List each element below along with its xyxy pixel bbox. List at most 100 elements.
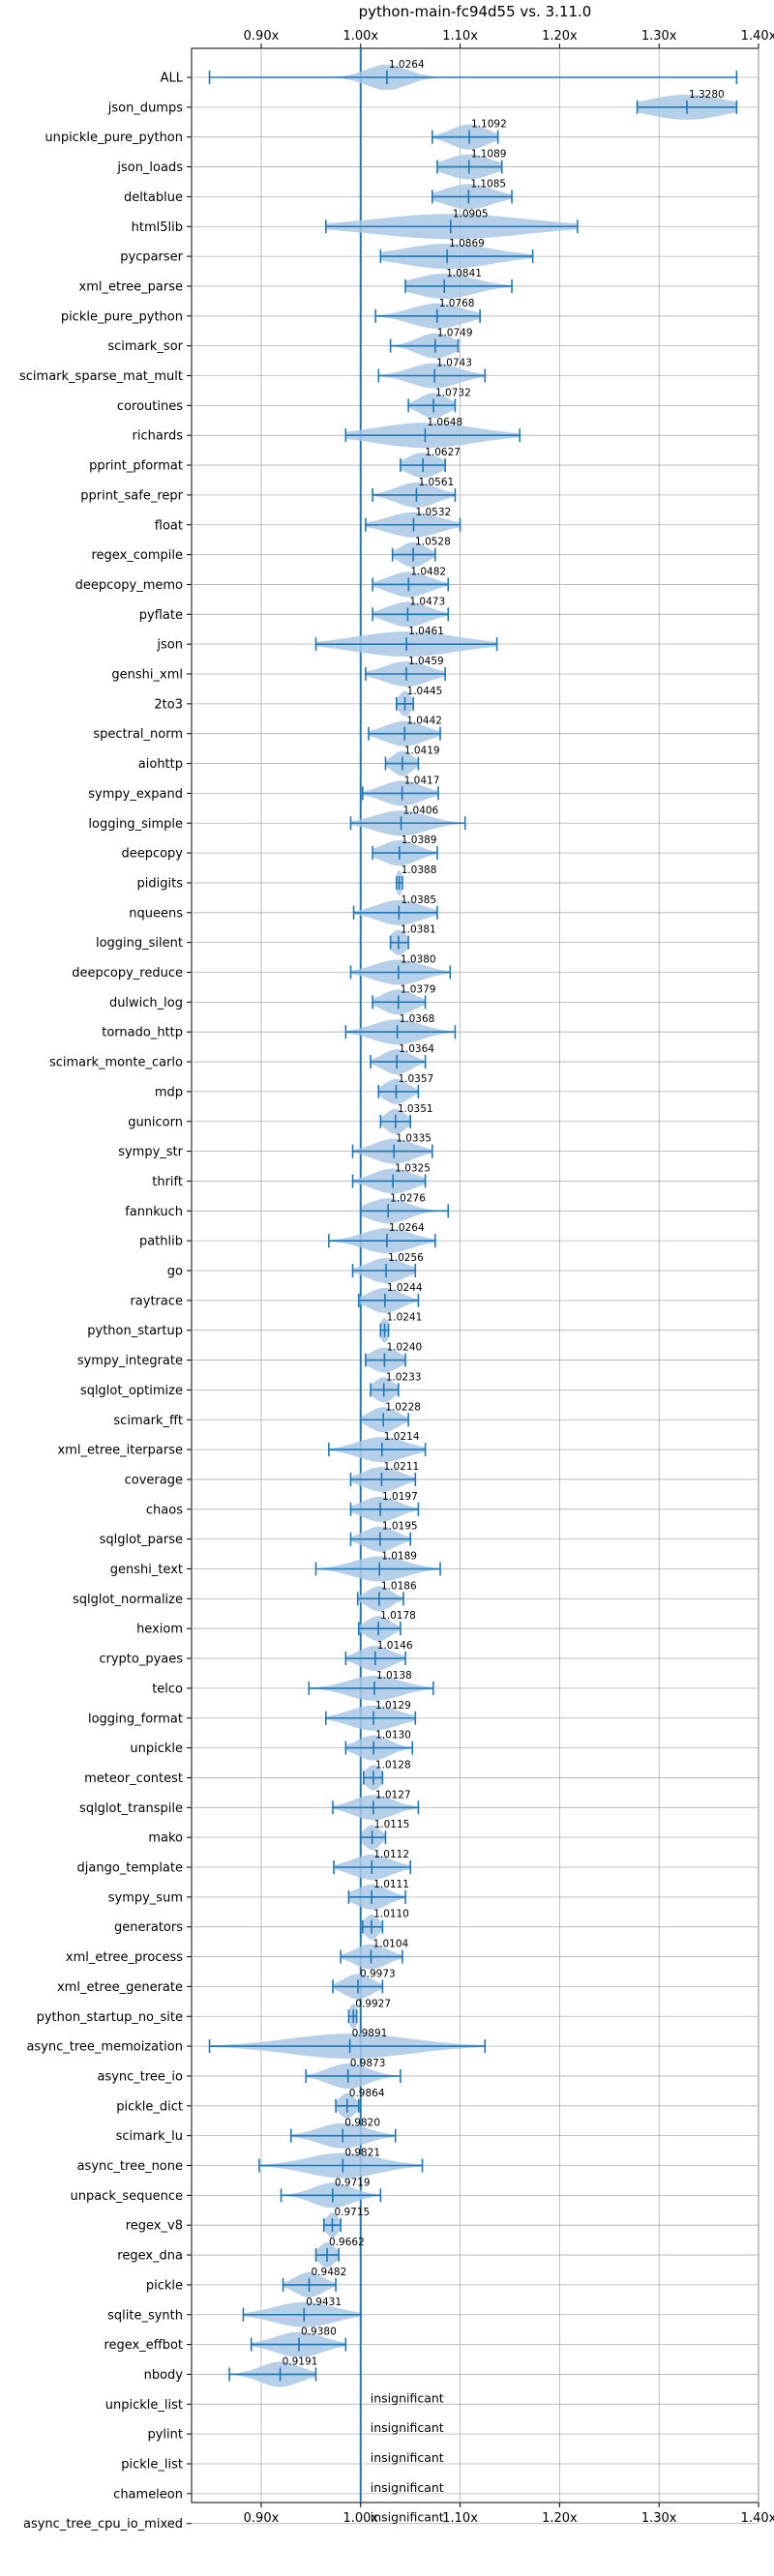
mean-value-label: 1.0743: [436, 358, 472, 369]
mean-value-label: 0.9380: [301, 2327, 337, 2338]
y-tick-label: go: [167, 1265, 183, 1279]
mean-value-label: 1.0115: [374, 1819, 410, 1830]
plot-frame: [191, 47, 759, 2503]
mean-value-label: 0.9927: [355, 1998, 391, 2009]
y-tick-label: float: [155, 518, 183, 533]
mean-value-label: 1.0211: [383, 1461, 419, 1473]
y-tick-label: sqlglot_normalize: [73, 1593, 183, 1607]
y-tick-label: pathlib: [139, 1235, 183, 1249]
x-tick-label-top: 0.90x: [244, 29, 280, 44]
mean-value-label: 1.0240: [386, 1342, 422, 1354]
mean-value-label: 0.9662: [329, 2237, 365, 2248]
grid-layer: [192, 48, 759, 2525]
y-tick-label: fannkuch: [125, 1205, 183, 1219]
y-tick-label: regex_compile: [91, 548, 183, 563]
mean-value-label: 1.0473: [409, 596, 445, 607]
mean-value-label: 1.0325: [395, 1162, 431, 1174]
mean-value-label: 1.0178: [380, 1610, 416, 1622]
y-tick-label: scimark_monte_carlo: [49, 1056, 183, 1070]
mean-value-label: 1.0264: [389, 59, 425, 71]
y-tick-label: 2to3: [154, 697, 183, 712]
y-tick-label: pidigits: [137, 876, 184, 891]
y-tick-label: deepcopy: [121, 847, 183, 862]
y-tick-label: coverage: [125, 1473, 183, 1487]
x-tick-label-top: 1.20x: [542, 29, 578, 44]
y-tick-label: unpickle: [130, 1742, 183, 1756]
mean-value-label: 0.9191: [283, 2356, 318, 2367]
y-tick-label: genshi_xml: [111, 668, 183, 683]
mean-value-label: 1.0869: [449, 238, 485, 249]
mean-value-label: 1.0482: [410, 566, 446, 577]
y-tick-label: raytrace: [130, 1294, 183, 1308]
y-tick-label: python_startup_no_site: [37, 2010, 183, 2025]
x-tick-label-bottom: 1.20x: [542, 2511, 578, 2526]
x-tick-label-top: 1.30x: [641, 29, 677, 44]
mean-value-label: 1.0385: [401, 894, 436, 906]
y-tick-label: pprint_safe_repr: [80, 488, 183, 503]
violin-layer: 1.0264 1.3280 1.1092 1.1089 1.1085 1.0905 1.08…: [208, 59, 738, 2525]
mean-value-label: 1.0112: [373, 1849, 409, 1860]
y-tick-label: unpack_sequence: [70, 2189, 183, 2204]
mean-value-label: 1.0841: [446, 268, 482, 279]
y-tick-label: tornado_http: [102, 1026, 183, 1040]
mean-value-label: 1.0335: [396, 1133, 432, 1145]
insignificant-label: insignificant: [371, 2420, 444, 2435]
mean-value-label: 1.0364: [399, 1043, 434, 1055]
mean-value-label: 1.0380: [401, 954, 436, 966]
mean-value-label: 1.0110: [373, 1909, 409, 1920]
y-tick-label: pickle: [146, 2278, 183, 2293]
y-tick-label: deepcopy_memo: [75, 578, 183, 593]
mean-value-label: 1.1085: [470, 178, 506, 190]
mean-value-label: 1.0388: [402, 864, 437, 876]
y-tick-label: gunicorn: [128, 1115, 183, 1129]
y-tick-label: html5lib: [132, 220, 183, 235]
mean-value-label: 0.9891: [352, 2028, 388, 2039]
y-tick-label: django_template: [77, 1861, 183, 1876]
y-tick-label: python_startup: [87, 1324, 183, 1338]
x-tick-label-top: 1.00x: [342, 29, 378, 44]
y-tick-label: sqlite_synth: [107, 2308, 183, 2323]
mean-value-label: 1.0228: [385, 1401, 421, 1413]
mean-value-label: 1.3280: [689, 89, 725, 101]
y-tick-label: json: [156, 638, 183, 653]
mean-value-label: 1.0189: [381, 1551, 417, 1563]
y-tick-label: regex_v8: [126, 2219, 183, 2234]
y-tick-label: aiohttp: [138, 757, 183, 772]
mean-value-label: 1.0138: [376, 1670, 412, 1682]
mean-value-label: 0.9973: [360, 1968, 396, 1979]
mean-value-label: 1.0129: [375, 1700, 411, 1712]
y-tick-label: pylint: [147, 2428, 183, 2443]
mean-value-label: 0.9864: [349, 2088, 385, 2099]
y-tick-label: xml_etree_generate: [57, 1980, 183, 1995]
mean-value-label: 0.9719: [335, 2177, 371, 2188]
mean-value-label: 1.0442: [406, 716, 442, 727]
y-tick-label: nqueens: [129, 906, 183, 921]
y-tick-label: crypto_pyaes: [99, 1653, 183, 1667]
y-tick-label: regex_dna: [117, 2249, 183, 2264]
mean-value-label: 1.0351: [398, 1103, 433, 1115]
x-tick-label-top: 1.10x: [442, 29, 478, 44]
y-tick-label: spectral_norm: [93, 727, 183, 742]
y-tick-label: unpickle_pure_python: [45, 131, 183, 145]
mean-value-label: 1.0111: [373, 1879, 409, 1890]
y-tick-label: deepcopy_reduce: [72, 966, 183, 981]
mean-value-label: 1.0461: [408, 626, 444, 637]
y-tick-label: pprint_pformat: [89, 459, 183, 474]
mean-value-label: 1.0749: [437, 328, 473, 339]
y-tick-label: nbody: [144, 2368, 184, 2383]
y-tick-label: sqlglot_optimize: [80, 1384, 183, 1398]
mean-value-label: 0.9821: [344, 2148, 380, 2159]
y-tick-label: generators: [114, 1920, 183, 1935]
y-tick-label: pyflate: [139, 608, 183, 623]
mean-value-label: 1.0389: [402, 834, 437, 846]
mean-value-label: 1.0768: [439, 298, 475, 309]
y-tick-label: scimark_sparse_mat_mult: [19, 369, 183, 384]
mean-value-label: 1.0127: [375, 1789, 411, 1800]
y-tick-label: sympy_str: [118, 1145, 183, 1159]
mean-value-label: 1.0195: [382, 1521, 418, 1533]
x-tick-label-top: 1.40x: [741, 29, 774, 44]
y-tick-label: deltablue: [124, 190, 183, 205]
mean-value-label: 1.0244: [387, 1282, 423, 1294]
